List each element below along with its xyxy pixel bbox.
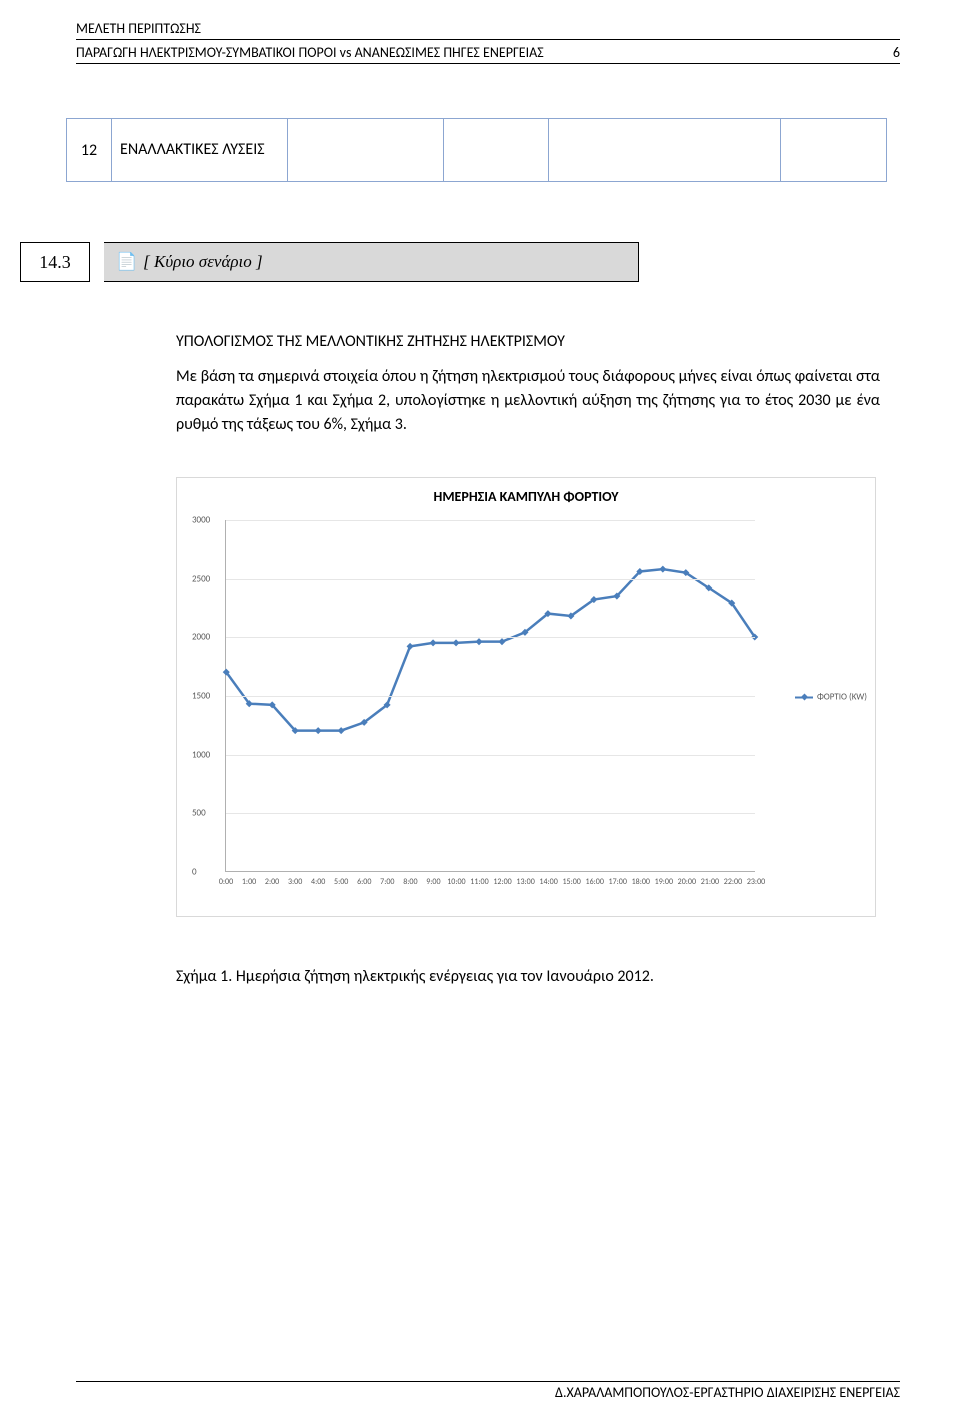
paragraph-title: ΥΠΟΛΟΓΙΣΜΟΣ ΤΗΣ ΜΕΛΛΟΝΤΙΚΗΣ ΖΗΤΗΣΗΣ ΗΛΕΚ…	[176, 332, 900, 351]
paragraph-body: Με βάση τα σημερινά στοιχεία όπου η ζήτη…	[176, 365, 880, 437]
header-title: ΠΑΡΑΓΩΓΗ ΗΛΕΚΤΡΙΣΜΟΥ-ΣΥΜΒΑΤΙΚΟΙ ΠΟΡΟΙ vs…	[76, 44, 544, 61]
row-number-cell: 12	[66, 118, 112, 182]
section-title-text: [ Κύριο σενάριο ]	[143, 252, 262, 272]
page-footer: Δ.ΧΑΡΑΛΑΜΠΟΠΟΥΛΟΣ-ΕΡΓΑΣΤΗΡΙΟ ΔΙΑΧΕΙΡΙΣΗΣ…	[76, 1381, 900, 1401]
header-main: ΠΑΡΑΓΩΓΗ ΗΛΕΚΤΡΙΣΜΟΥ-ΣΥΜΒΑΤΙΚΟΙ ΠΟΡΟΙ vs…	[76, 44, 900, 64]
blank-cell	[444, 118, 549, 182]
blank-cell	[549, 118, 781, 182]
page-number: 6	[893, 44, 900, 61]
page-icon: 📄	[116, 252, 137, 272]
blank-cell	[288, 118, 444, 182]
section-title: 📄 [ Κύριο σενάριο ]	[104, 242, 639, 282]
blank-cell	[781, 118, 887, 182]
load-curve-chart: ΗΜΕΡΗΣΙΑ ΚΑΜΠΥΛΗ ΦΟΡΤΙΟΥ 050010001500200…	[176, 477, 876, 917]
row-label-cell: ΕΝΑΛΛΑΚΤΙΚΕΣ ΛΥΣΕΙΣ	[112, 118, 288, 182]
plot-area: 0500100015002000250030000:001:002:003:00…	[225, 520, 755, 872]
chart-title: ΗΜΕΡΗΣΙΑ ΚΑΜΠΥΛΗ ΦΟΡΤΙΟΥ	[177, 478, 875, 505]
section-number: 14.3	[20, 242, 90, 282]
header-subtitle: ΜΕΛΕΤΗ ΠΕΡΙΠΤΩΣΗΣ	[76, 20, 900, 40]
alternatives-table-row: 12 ΕΝΑΛΛΑΚΤΙΚΕΣ ΛΥΣΕΙΣ	[66, 118, 900, 182]
legend-label: ΦΟΡΤΙΟ (KW)	[817, 692, 867, 703]
figure-caption: Σχήμα 1. Ημερήσια ζήτηση ηλεκτρικής ενέρ…	[176, 967, 900, 986]
chart-legend: ΦΟΡΤΙΟ (KW)	[795, 692, 867, 703]
section-heading-row: 14.3 📄 [ Κύριο σενάριο ]	[20, 242, 900, 282]
legend-line-icon	[795, 696, 813, 698]
